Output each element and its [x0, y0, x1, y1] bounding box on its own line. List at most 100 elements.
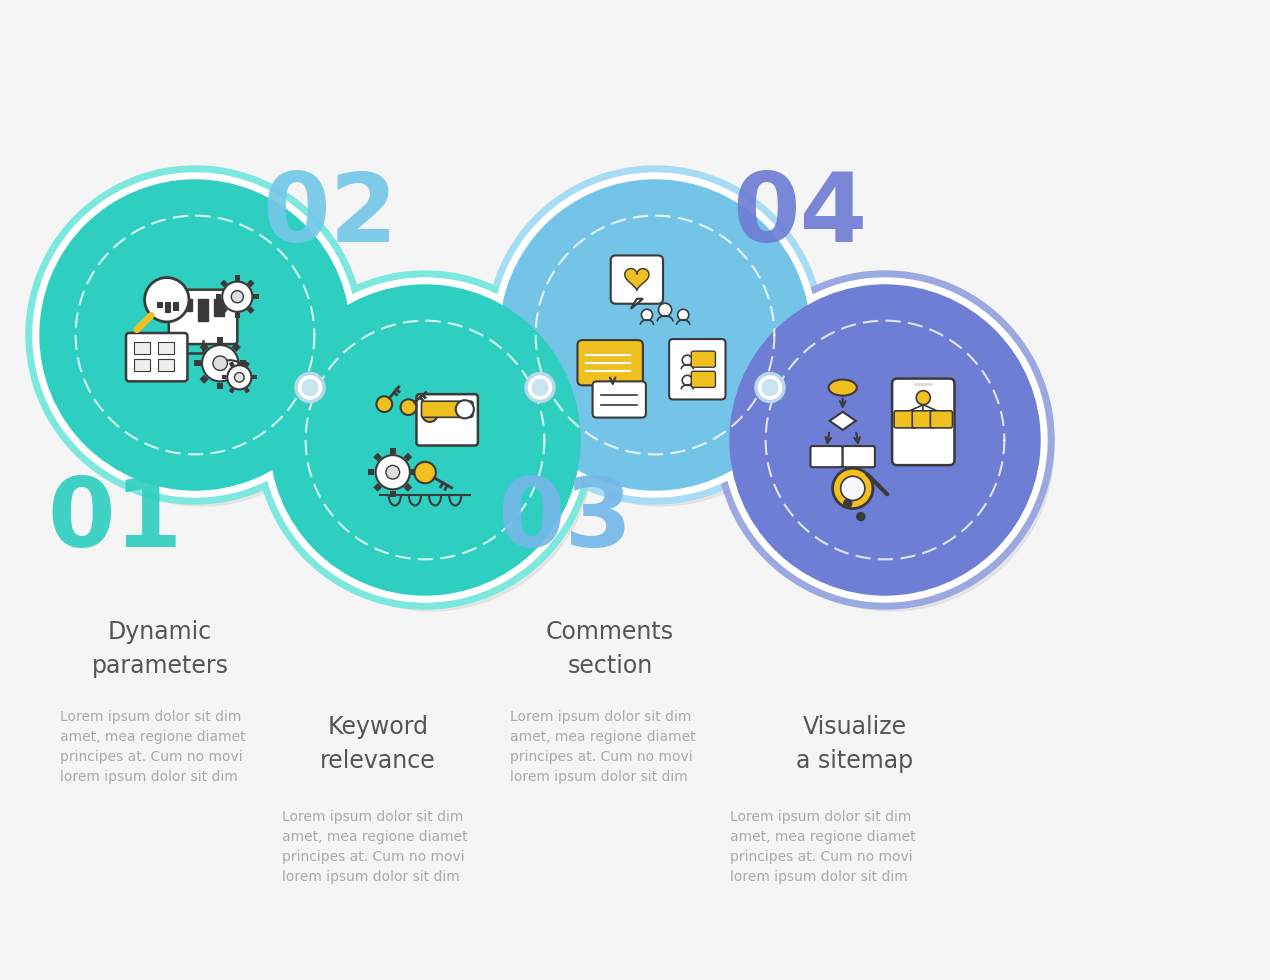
Text: 02: 02 [263, 169, 398, 262]
FancyBboxPatch shape [126, 333, 188, 381]
Bar [199, 374, 208, 384]
Bar [156, 302, 161, 307]
Circle shape [682, 375, 692, 385]
Circle shape [376, 396, 392, 412]
Circle shape [762, 379, 779, 396]
Circle shape [268, 285, 594, 611]
Circle shape [857, 513, 865, 520]
Bar [244, 362, 250, 368]
Circle shape [493, 173, 817, 497]
Bar [246, 279, 254, 287]
FancyBboxPatch shape [912, 411, 935, 428]
Circle shape [843, 500, 852, 508]
Bar [254, 294, 259, 300]
Bar [159, 342, 174, 354]
Bar [217, 337, 224, 344]
Text: 01: 01 [47, 473, 183, 566]
Circle shape [728, 285, 1054, 611]
Text: 03: 03 [498, 473, 632, 566]
Bar [199, 343, 208, 352]
Bar [135, 342, 150, 354]
Circle shape [500, 180, 810, 490]
Text: Lorem ipsum dolor sit dim
amet, mea regione diamet
principes at. Cum no movi
lor: Lorem ipsum dolor sit dim amet, mea regi… [282, 810, 467, 884]
Bar [235, 275, 240, 280]
FancyBboxPatch shape [669, 339, 725, 400]
FancyBboxPatch shape [417, 394, 478, 446]
Circle shape [678, 310, 688, 320]
Circle shape [422, 406, 438, 422]
Circle shape [723, 278, 1046, 602]
Text: Lorem ipsum dolor sit dim
amet, mea regione diamet
principes at. Cum no movi
lor: Lorem ipsum dolor sit dim amet, mea regi… [60, 710, 245, 784]
Circle shape [145, 277, 189, 321]
Ellipse shape [828, 379, 857, 396]
Circle shape [38, 180, 364, 506]
Circle shape [376, 455, 410, 489]
Bar [135, 360, 150, 371]
FancyBboxPatch shape [169, 290, 237, 344]
FancyBboxPatch shape [691, 351, 715, 368]
Circle shape [231, 291, 244, 303]
Circle shape [25, 166, 364, 504]
Bar [235, 313, 240, 318]
Circle shape [841, 476, 865, 501]
Text: Lorem ipsum dolor sit dim
amet, mea regione diamet
principes at. Cum no movi
lor: Lorem ipsum dolor sit dim amet, mea regi… [730, 810, 916, 884]
Bar [220, 279, 227, 287]
Bar [173, 302, 178, 310]
Circle shape [213, 356, 227, 370]
Bar [220, 306, 227, 314]
Bar [229, 362, 235, 368]
Bar [404, 453, 413, 462]
Bar [231, 343, 241, 352]
Circle shape [456, 400, 474, 418]
Bar [390, 491, 396, 497]
Circle shape [227, 366, 251, 389]
Bar [373, 453, 382, 462]
Text: 04: 04 [733, 169, 867, 262]
FancyBboxPatch shape [892, 378, 955, 466]
Polygon shape [631, 299, 643, 309]
Circle shape [498, 180, 824, 506]
FancyBboxPatch shape [422, 401, 472, 417]
Bar [246, 306, 254, 314]
FancyBboxPatch shape [843, 446, 875, 467]
Circle shape [532, 379, 547, 396]
Bar [182, 299, 192, 311]
Polygon shape [625, 269, 649, 290]
Bar [244, 387, 250, 393]
Circle shape [641, 310, 653, 320]
Bar [411, 469, 418, 475]
Circle shape [716, 271, 1054, 609]
Polygon shape [829, 412, 856, 430]
Bar [198, 299, 208, 320]
FancyBboxPatch shape [578, 340, 643, 385]
Text: Keyword
relevance: Keyword relevance [320, 715, 436, 772]
Text: Lorem ipsum dolor sit dim
amet, mea regione diamet
principes at. Cum no movi
lor: Lorem ipsum dolor sit dim amet, mea regi… [511, 710, 696, 784]
Circle shape [33, 173, 357, 497]
Circle shape [756, 373, 784, 402]
Circle shape [222, 281, 253, 312]
Text: Dynamic
parameters: Dynamic parameters [91, 620, 229, 677]
Circle shape [833, 468, 872, 509]
Bar [231, 374, 241, 384]
Circle shape [302, 379, 318, 396]
Circle shape [682, 355, 692, 366]
Bar [390, 448, 396, 454]
Circle shape [202, 345, 239, 381]
Text: Comments
section: Comments section [546, 620, 674, 677]
Circle shape [400, 399, 417, 416]
FancyBboxPatch shape [810, 446, 843, 467]
Circle shape [659, 303, 672, 317]
Bar [165, 302, 170, 312]
Circle shape [271, 285, 580, 595]
Circle shape [263, 278, 587, 602]
Bar [240, 360, 246, 367]
Bar [253, 375, 257, 379]
FancyBboxPatch shape [611, 256, 663, 304]
FancyBboxPatch shape [593, 381, 646, 417]
Circle shape [730, 285, 1040, 595]
Bar [373, 483, 382, 492]
FancyBboxPatch shape [931, 411, 952, 428]
Circle shape [526, 373, 554, 402]
Circle shape [916, 391, 931, 405]
FancyBboxPatch shape [691, 371, 715, 387]
